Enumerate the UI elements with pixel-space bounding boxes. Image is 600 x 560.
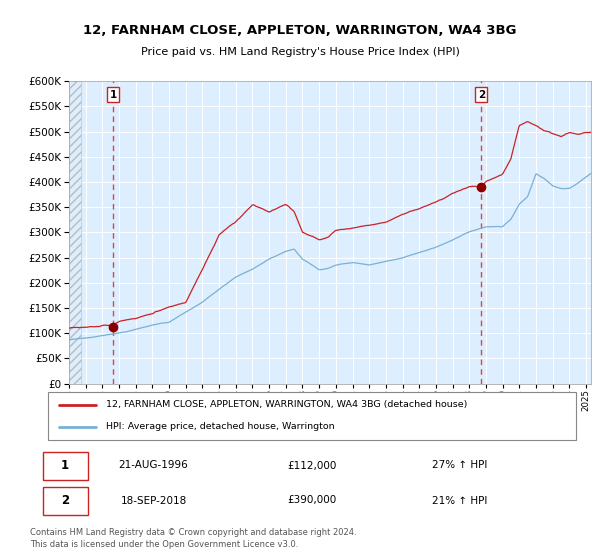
Text: HPI: Average price, detached house, Warrington: HPI: Average price, detached house, Warr… xyxy=(106,422,335,431)
Text: 2: 2 xyxy=(478,90,485,100)
Text: 2: 2 xyxy=(61,494,69,507)
Text: 21% ↑ HPI: 21% ↑ HPI xyxy=(432,496,488,506)
Text: 12, FARNHAM CLOSE, APPLETON, WARRINGTON, WA4 3BG: 12, FARNHAM CLOSE, APPLETON, WARRINGTON,… xyxy=(83,24,517,38)
Text: £112,000: £112,000 xyxy=(287,460,337,470)
Text: 18-SEP-2018: 18-SEP-2018 xyxy=(121,496,187,506)
Text: Price paid vs. HM Land Registry's House Price Index (HPI): Price paid vs. HM Land Registry's House … xyxy=(140,46,460,57)
Text: 12, FARNHAM CLOSE, APPLETON, WARRINGTON, WA4 3BG (detached house): 12, FARNHAM CLOSE, APPLETON, WARRINGTON,… xyxy=(106,400,467,409)
FancyBboxPatch shape xyxy=(43,451,88,479)
FancyBboxPatch shape xyxy=(43,487,88,515)
Text: 21-AUG-1996: 21-AUG-1996 xyxy=(119,460,188,470)
Text: 1: 1 xyxy=(109,90,116,100)
Text: Contains HM Land Registry data © Crown copyright and database right 2024.
This d: Contains HM Land Registry data © Crown c… xyxy=(30,528,356,549)
Text: 1: 1 xyxy=(61,459,69,472)
Text: £390,000: £390,000 xyxy=(287,496,337,506)
Text: 27% ↑ HPI: 27% ↑ HPI xyxy=(432,460,488,470)
FancyBboxPatch shape xyxy=(48,392,576,440)
